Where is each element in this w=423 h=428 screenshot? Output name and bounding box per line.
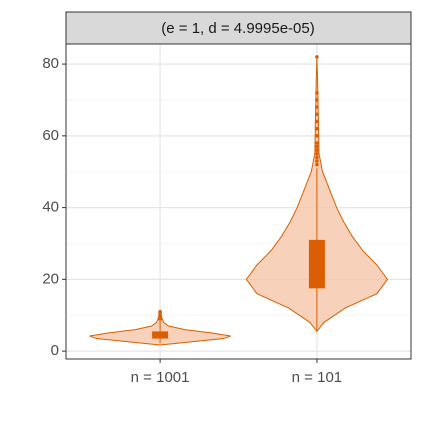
outlier: [315, 151, 319, 156]
x-tick-label: n = 101: [292, 369, 342, 386]
outlier: [315, 90, 319, 95]
y-tick-label: 0: [51, 342, 59, 359]
outlier: [315, 155, 319, 160]
outlier: [315, 162, 319, 167]
y-tick-label: 60: [42, 127, 59, 144]
y-tick-label: 40: [42, 199, 59, 216]
box: [308, 239, 325, 289]
outlier: [315, 105, 319, 109]
outlier: [315, 159, 319, 163]
strip: [65, 11, 412, 45]
outlier: [315, 119, 319, 124]
outlier: [315, 144, 319, 149]
outlier: [315, 134, 319, 138]
outlier: [315, 148, 319, 152]
outlier: [158, 309, 162, 314]
outlier: [315, 126, 319, 131]
x-tick-label: n = 1001: [131, 369, 190, 386]
outlier: [315, 141, 319, 145]
y-tick-label: 20: [42, 270, 59, 287]
outlier: [315, 98, 319, 102]
y-tick-label: 80: [42, 55, 59, 72]
outlier: [315, 112, 319, 117]
outlier: [315, 55, 319, 59]
panel-border: [65, 43, 412, 360]
strip-title: (e = 1, d = 4.9995e-05): [161, 20, 314, 37]
